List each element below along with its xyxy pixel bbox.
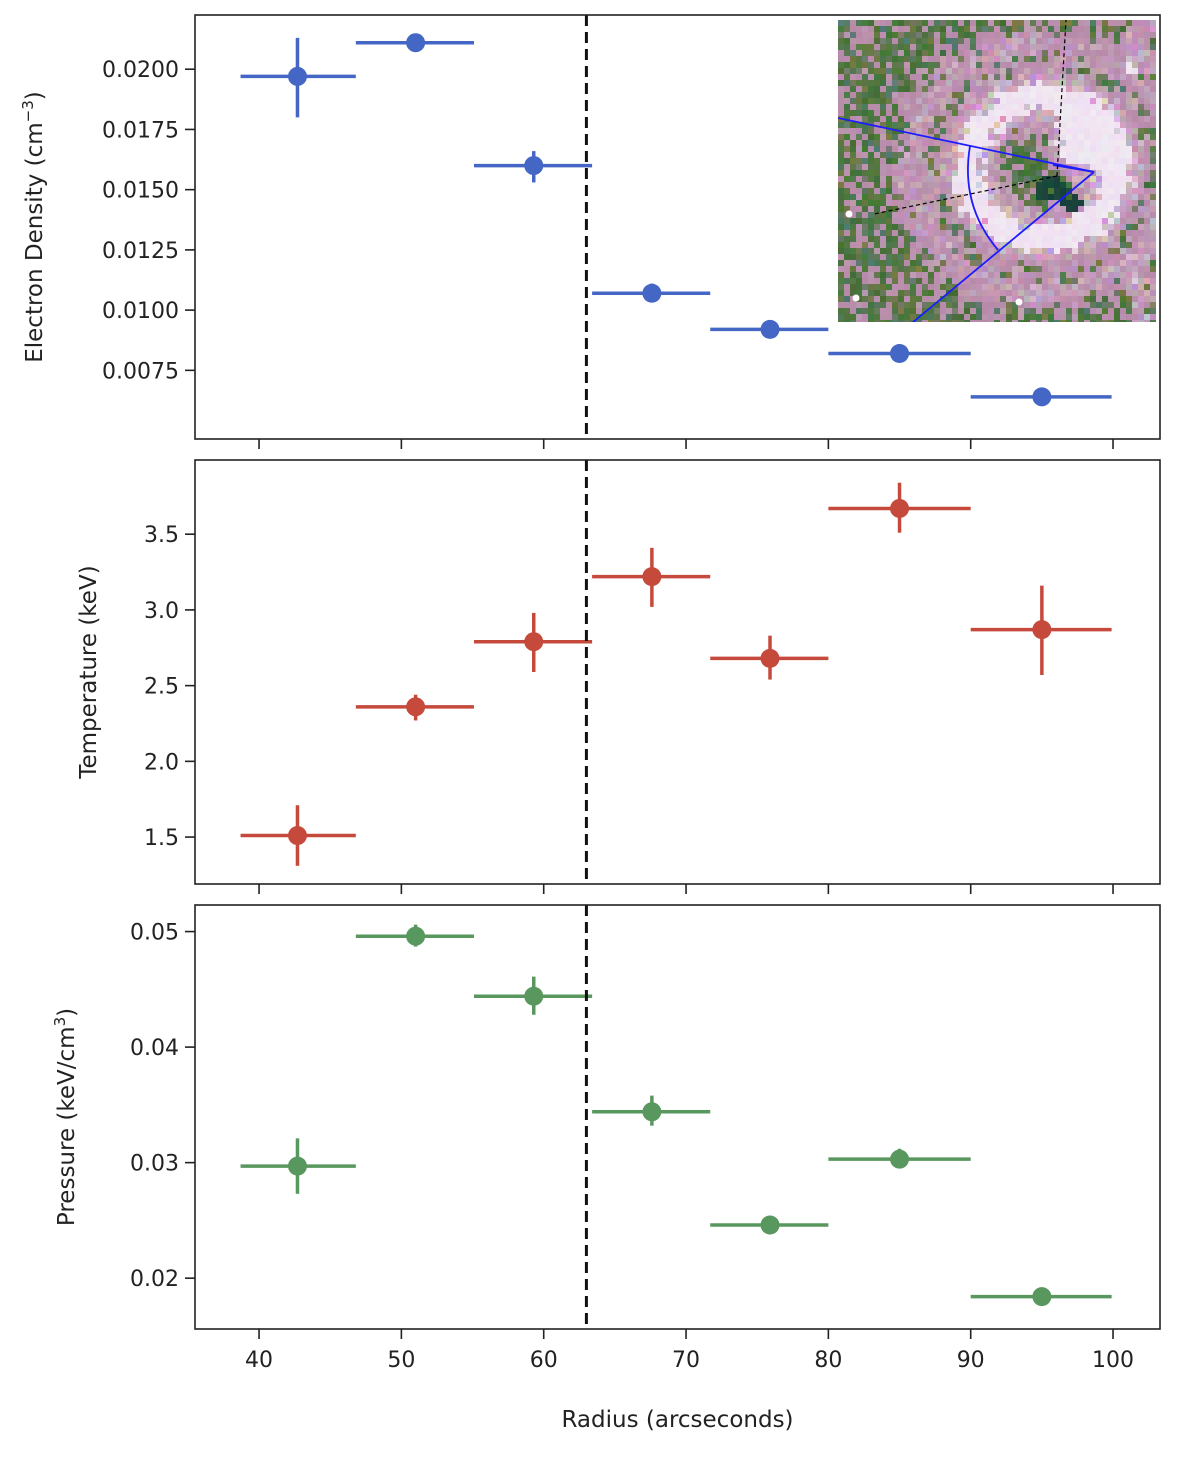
bottom-ytick-label-1: 0.02 xyxy=(130,1267,179,1292)
middle-marker-3 xyxy=(524,632,544,652)
bottom-marker-1 xyxy=(287,1156,307,1176)
bottom-marker-4 xyxy=(642,1102,662,1122)
middle-marker-1 xyxy=(287,826,307,846)
top-axes-frame xyxy=(194,14,1161,440)
top-marker-2 xyxy=(406,33,426,53)
sector-edge-inner xyxy=(1052,164,1095,173)
bottom-xtick-label-7: 100 xyxy=(1092,1348,1134,1373)
bottom-marker-7 xyxy=(1032,1287,1052,1307)
inset-point-source-2 xyxy=(852,294,860,302)
middle-ytick-label-2: 2.0 xyxy=(144,750,179,775)
middle-marker-2 xyxy=(406,697,426,717)
top-marker-3 xyxy=(524,156,544,176)
bottom-marker-5 xyxy=(760,1215,780,1235)
top-ylabel-superscript: −3 xyxy=(19,100,37,122)
top-point-7 xyxy=(970,387,1112,407)
middle-point-5 xyxy=(710,635,829,680)
bottom-point-2 xyxy=(355,924,474,947)
inset-pixels xyxy=(838,20,1156,322)
top-point-3 xyxy=(473,151,593,183)
bottom-ylabel-superscript: 3 xyxy=(51,1017,69,1027)
bottom-xtick-label-2: 50 xyxy=(387,1348,415,1373)
inset-point-source-3 xyxy=(1015,298,1023,306)
top-ylabel: Electron Density (cm−3) xyxy=(19,91,48,363)
bottom-point-6 xyxy=(828,1148,971,1169)
bottom-ylabel-close: ) xyxy=(54,1008,80,1017)
middle-axes-frame xyxy=(194,459,1161,885)
bottom-point-3 xyxy=(473,976,593,1015)
bottom-point-7 xyxy=(970,1287,1112,1307)
bottom-xtick-label-4: 70 xyxy=(672,1348,700,1373)
bottom-point-5 xyxy=(710,1215,829,1235)
bottom-xtick-label-1: 40 xyxy=(245,1348,273,1373)
bottom-point-1 xyxy=(240,1138,356,1194)
sector-arc xyxy=(967,145,999,251)
top-ytick-label-5: 0.0175 xyxy=(102,118,179,143)
inset-sector-overlay xyxy=(838,20,1095,322)
middle-point-7 xyxy=(970,585,1112,676)
top-point-5 xyxy=(710,319,829,339)
middle-ytick-label-4: 3.0 xyxy=(144,599,179,624)
bottom-ytick-label-2: 0.03 xyxy=(130,1152,179,1177)
bottom-marker-2 xyxy=(406,926,426,946)
middle-marker-5 xyxy=(760,648,780,668)
bottom-xtick-label-6: 90 xyxy=(957,1348,985,1373)
bottom-xlabel: Radius (arcseconds) xyxy=(561,1407,793,1433)
top-point-2 xyxy=(355,33,474,53)
sector-edge-lower xyxy=(911,171,1095,322)
sector-edge-upper xyxy=(838,117,1095,173)
bottom-marker-6 xyxy=(890,1149,910,1169)
panel-bottom: 0.02 0.03 0.04 0.05 40 50 60 70 80 90 100 Pressure … xyxy=(51,904,1161,1433)
top-ytick-label-4: 0.0150 xyxy=(102,179,179,204)
x-ray-image-inset xyxy=(838,20,1156,322)
middle-point-3 xyxy=(473,612,593,672)
top-ytick-label-1: 0.0075 xyxy=(102,359,179,384)
bottom-xtick-label-3: 60 xyxy=(530,1348,558,1373)
bottom-ylabel: Pressure (keV/cm3) xyxy=(51,1008,80,1226)
panel-top: 0.0075 0.0100 0.0125 0.0150 0.0175 0.0200 Elec… xyxy=(19,14,1161,449)
middle-point-1 xyxy=(240,805,356,866)
top-marker-6 xyxy=(890,343,910,363)
bottom-ytick-label-4: 0.05 xyxy=(130,921,179,946)
middle-marker-6 xyxy=(890,498,910,518)
middle-ytick-label-1: 1.5 xyxy=(144,826,179,851)
top-ytick-label-3: 0.0125 xyxy=(102,239,179,264)
top-marker-7 xyxy=(1032,387,1052,407)
top-point-1 xyxy=(240,37,356,118)
bottom-xtick-label-5: 80 xyxy=(814,1348,842,1373)
middle-marker-7 xyxy=(1032,620,1052,640)
middle-ylabel: Temperature (keV) xyxy=(76,565,102,779)
top-ytick-label-6: 0.0200 xyxy=(102,58,179,83)
panel-middle: 1.5 2.0 2.5 3.0 3.5 Temperature (keV) xyxy=(76,459,1161,894)
bottom-axes-frame xyxy=(194,904,1161,1330)
inset-point-source-1 xyxy=(845,210,853,218)
top-ylabel-close: ) xyxy=(22,91,48,100)
top-point-4 xyxy=(592,283,711,303)
middle-ytick-label-5: 3.5 xyxy=(144,523,179,548)
bottom-point-4 xyxy=(592,1095,711,1126)
top-marker-4 xyxy=(642,283,662,303)
bottom-marker-3 xyxy=(524,986,544,1006)
axis-dashed-vertical xyxy=(1056,20,1067,177)
top-marker-1 xyxy=(287,66,307,86)
middle-ytick-label-3: 2.5 xyxy=(144,675,179,700)
middle-point-2 xyxy=(355,694,474,721)
top-marker-5 xyxy=(760,319,780,339)
middle-marker-4 xyxy=(642,567,662,587)
top-point-6 xyxy=(828,343,971,363)
middle-point-4 xyxy=(592,547,711,607)
top-ytick-label-2: 0.0100 xyxy=(102,299,179,324)
axis-dashed-horizontal xyxy=(873,175,1058,215)
middle-point-6 xyxy=(828,482,971,533)
bottom-ytick-label-3: 0.04 xyxy=(130,1036,179,1061)
